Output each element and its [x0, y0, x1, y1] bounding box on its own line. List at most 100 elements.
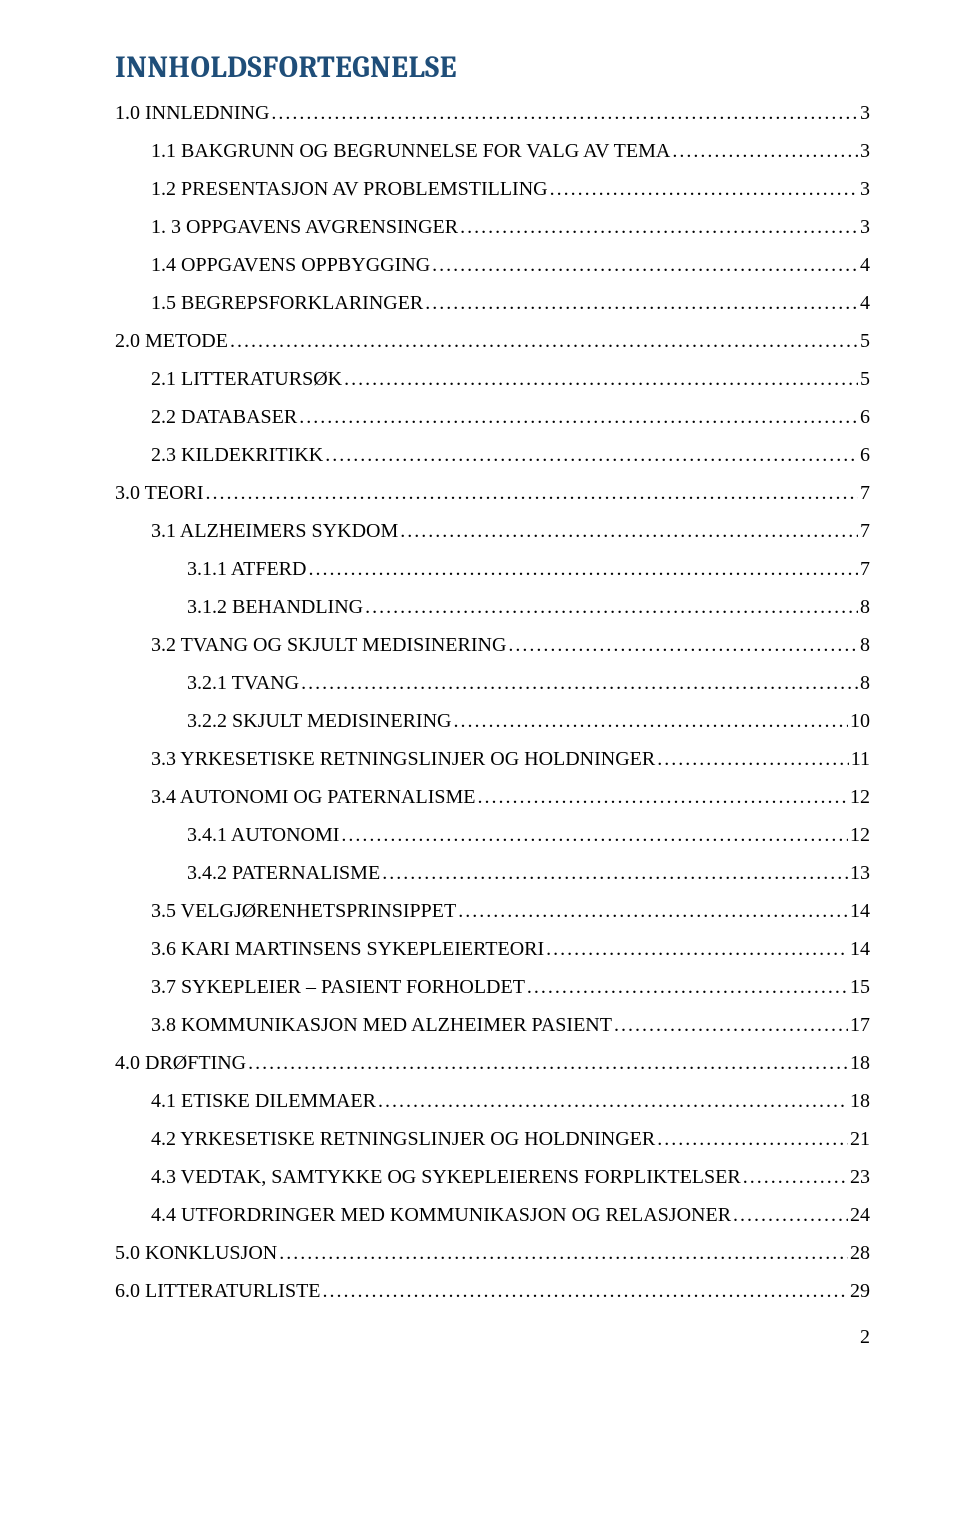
toc-entry: 3.1.1 ATFERD 7 — [115, 559, 870, 579]
toc-entry-page: 12 — [850, 825, 870, 845]
table-of-contents: 1.0 INNLEDNING 3 1.1 BAKGRUNN OG BEGRUNNE… — [115, 103, 870, 1301]
toc-entry: 2.1 LITTERATURSØK 5 — [115, 369, 870, 389]
toc-entry-label: 4.0 DRØFTING — [115, 1053, 246, 1073]
toc-leader-dots — [657, 1129, 848, 1149]
toc-entry: 3.1 ALZHEIMERS SYKDOM 7 — [115, 521, 870, 541]
toc-entry-page: 28 — [850, 1243, 870, 1263]
toc-leader-dots — [323, 1281, 848, 1301]
toc-leader-dots — [743, 1167, 848, 1187]
toc-entry-page: 3 — [860, 217, 870, 237]
toc-entry-page: 3 — [860, 179, 870, 199]
toc-entry-page: 21 — [850, 1129, 870, 1149]
toc-leader-dots — [508, 635, 858, 655]
toc-entry-label: 4.4 UTFORDRINGER MED KOMMUNIKASJON OG RE… — [151, 1205, 731, 1225]
toc-entry-page: 12 — [850, 787, 870, 807]
toc-leader-dots — [325, 445, 858, 465]
toc-leader-dots — [301, 673, 858, 693]
toc-entry-label: 2.2 DATABASER — [151, 407, 297, 427]
toc-entry: 3.4.2 PATERNALISME 13 — [115, 863, 870, 883]
toc-entry-page: 11 — [851, 749, 870, 769]
toc-entry: 2.3 KILDEKRITIKK 6 — [115, 445, 870, 465]
toc-entry-page: 8 — [860, 597, 870, 617]
toc-leader-dots — [279, 1243, 848, 1263]
toc-entry: 3.7 SYKEPLEIER – PASIENT FORHOLDET 15 — [115, 977, 870, 997]
toc-leader-dots — [308, 559, 858, 579]
toc-leader-dots — [400, 521, 858, 541]
toc-entry-label: 3.2.2 SKJULT MEDISINERING — [187, 711, 451, 731]
toc-leader-dots — [271, 103, 858, 123]
toc-leader-dots — [344, 369, 858, 389]
toc-entry-label: 6.0 LITTERATURLISTE — [115, 1281, 321, 1301]
toc-leader-dots — [378, 1091, 848, 1111]
toc-entry-label: 3.4.2 PATERNALISME — [187, 863, 380, 883]
toc-entry-label: 3.1.1 ATFERD — [187, 559, 306, 579]
toc-leader-dots — [458, 901, 848, 921]
toc-entry: 1.0 INNLEDNING 3 — [115, 103, 870, 123]
toc-entry-page: 4 — [860, 255, 870, 275]
toc-entry-label: 3.1.2 BEHANDLING — [187, 597, 363, 617]
toc-entry: 3.1.2 BEHANDLING 8 — [115, 597, 870, 617]
page-number: 2 — [860, 1326, 870, 1349]
toc-entry-label: 3.2 TVANG OG SKJULT MEDISINERING — [151, 635, 506, 655]
toc-entry-page: 18 — [850, 1091, 870, 1111]
toc-entry-page: 7 — [860, 483, 870, 503]
toc-entry-label: 2.1 LITTERATURSØK — [151, 369, 342, 389]
toc-entry-page: 7 — [860, 559, 870, 579]
toc-entry-label: 3.0 TEORI — [115, 483, 204, 503]
toc-entry-page: 5 — [860, 331, 870, 351]
toc-entry-label: 3.1 ALZHEIMERS SYKDOM — [151, 521, 398, 541]
toc-entry-label: 2.3 KILDEKRITIKK — [151, 445, 323, 465]
toc-entry: 3.4.1 AUTONOMI 12 — [115, 825, 870, 845]
toc-leader-dots — [453, 711, 848, 731]
toc-entry-label: 1.5 BEGREPSFORKLARINGER — [151, 293, 423, 313]
toc-entry-label: 3.8 KOMMUNIKASJON MED ALZHEIMER PASIENT — [151, 1015, 612, 1035]
toc-entry: 2.2 DATABASER 6 — [115, 407, 870, 427]
toc-entry: 3.5 VELGJØRENHETSPRINSIPPET 14 — [115, 901, 870, 921]
toc-entry: 3.4 AUTONOMI OG PATERNALISME 12 — [115, 787, 870, 807]
toc-entry-page: 29 — [850, 1281, 870, 1301]
toc-leader-dots — [299, 407, 858, 427]
toc-entry-page: 14 — [850, 901, 870, 921]
toc-entry-page: 23 — [850, 1167, 870, 1187]
toc-entry-label: 2.0 METODE — [115, 331, 228, 351]
toc-leader-dots — [657, 749, 849, 769]
toc-entry-label: 1. 3 OPPGAVENS AVGRENSINGER — [151, 217, 458, 237]
toc-entry-label: 4.2 YRKESETISKE RETNINGSLINJER OG HOLDNI… — [151, 1129, 655, 1149]
toc-leader-dots — [546, 939, 848, 959]
toc-entry: 3.6 KARI MARTINSENS SYKEPLEIERTEORI 14 — [115, 939, 870, 959]
toc-leader-dots — [365, 597, 858, 617]
toc-entry-page: 14 — [850, 939, 870, 959]
toc-entry-page: 8 — [860, 635, 870, 655]
toc-entry-label: 1.2 PRESENTASJON AV PROBLEMSTILLING — [151, 179, 548, 199]
toc-entry-page: 6 — [860, 407, 870, 427]
toc-leader-dots — [460, 217, 858, 237]
toc-entry: 1.1 BAKGRUNN OG BEGRUNNELSE FOR VALG AV … — [115, 141, 870, 161]
toc-entry-page: 6 — [860, 445, 870, 465]
toc-entry: 4.1 ETISKE DILEMMAER 18 — [115, 1091, 870, 1111]
toc-entry: 3.2.2 SKJULT MEDISINERING 10 — [115, 711, 870, 731]
toc-entry-label: 1.0 INNLEDNING — [115, 103, 269, 123]
toc-leader-dots — [432, 255, 858, 275]
toc-entry: 3.2 TVANG OG SKJULT MEDISINERING 8 — [115, 635, 870, 655]
toc-leader-dots — [733, 1205, 848, 1225]
toc-entry-label: 3.3 YRKESETISKE RETNINGSLINJER OG HOLDNI… — [151, 749, 655, 769]
toc-entry-label: 1.4 OPPGAVENS OPPBYGGING — [151, 255, 430, 275]
toc-entry-page: 4 — [860, 293, 870, 313]
toc-entry-page: 8 — [860, 673, 870, 693]
toc-entry: 6.0 LITTERATURLISTE 29 — [115, 1281, 870, 1301]
toc-leader-dots — [248, 1053, 848, 1073]
toc-leader-dots — [477, 787, 848, 807]
toc-entry-page: 15 — [850, 977, 870, 997]
toc-entry-page: 18 — [850, 1053, 870, 1073]
toc-entry: 3.0 TEORI 7 — [115, 483, 870, 503]
toc-leader-dots — [230, 331, 858, 351]
toc-entry-page: 24 — [850, 1205, 870, 1225]
toc-entry-label: 3.5 VELGJØRENHETSPRINSIPPET — [151, 901, 456, 921]
toc-leader-dots — [382, 863, 848, 883]
toc-entry-label: 5.0 KONKLUSJON — [115, 1243, 277, 1263]
toc-entry-page: 3 — [860, 103, 870, 123]
toc-entry: 4.0 DRØFTING 18 — [115, 1053, 870, 1073]
toc-entry-page: 13 — [850, 863, 870, 883]
toc-entry: 2.0 METODE 5 — [115, 331, 870, 351]
toc-entry: 5.0 KONKLUSJON 28 — [115, 1243, 870, 1263]
